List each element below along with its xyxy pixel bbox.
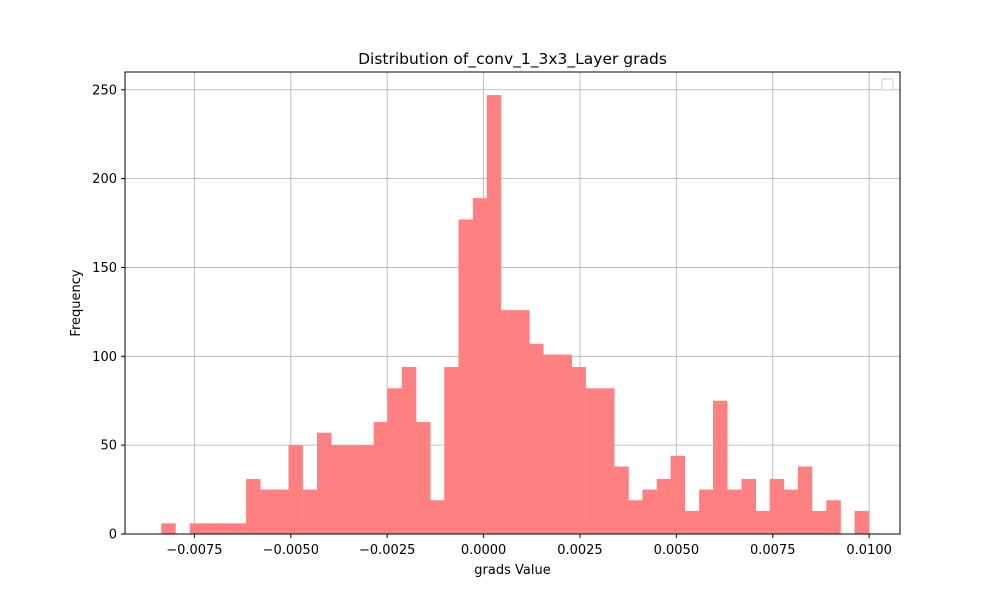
histogram-bar xyxy=(260,489,275,534)
histogram-bar xyxy=(387,388,403,534)
y-axis-label: Frequency xyxy=(69,269,84,336)
x-tick-label: 0.0050 xyxy=(654,543,700,558)
histogram-bar xyxy=(331,445,346,534)
histogram-bar xyxy=(444,366,459,534)
histogram-bar xyxy=(712,400,728,534)
histogram-bar xyxy=(656,478,672,534)
histogram-bar xyxy=(416,422,431,534)
histogram-bar xyxy=(670,455,686,534)
ticks-layer: −0.0075 −0.0050 −0.0025 0.0000 0.0025 0.0050 0… xyxy=(92,83,892,558)
histogram-bar xyxy=(500,310,516,534)
histogram-bar xyxy=(515,310,530,534)
histogram-bar xyxy=(755,510,770,534)
histogram-bar xyxy=(783,489,799,534)
histogram-bar xyxy=(302,489,318,534)
histogram-bar xyxy=(486,95,502,534)
y-tick-label: 50 xyxy=(100,439,117,454)
histogram-bar xyxy=(699,489,714,534)
histogram-bar xyxy=(557,354,573,534)
histogram-bar xyxy=(529,343,544,534)
histogram-bar xyxy=(401,366,417,534)
histogram-bar xyxy=(642,489,657,534)
axes-frame xyxy=(124,71,901,535)
histogram-bar xyxy=(373,422,389,534)
histogram-bar xyxy=(628,500,643,534)
histogram-bar xyxy=(203,523,219,534)
histogram-bar xyxy=(359,445,374,534)
histogram-bar xyxy=(288,445,303,534)
histogram-bar xyxy=(217,523,233,534)
x-tick-label: 0.0075 xyxy=(750,543,796,558)
y-tick-label: 250 xyxy=(92,83,117,98)
x-axis-label: grads Value xyxy=(474,563,550,578)
histogram-bar xyxy=(854,510,869,534)
histogram-bar xyxy=(232,523,247,534)
y-tick-label: 150 xyxy=(92,261,117,276)
histogram-bar xyxy=(458,219,473,534)
y-tick-label: 0 xyxy=(109,528,117,543)
x-tick-label: 0.0100 xyxy=(846,543,892,558)
histogram-bar xyxy=(812,510,827,534)
histogram-bar xyxy=(189,523,205,534)
x-tick-label: 0.0025 xyxy=(557,543,603,558)
histogram-bar xyxy=(826,500,841,534)
legend-box xyxy=(881,78,894,91)
histogram-bar xyxy=(161,523,176,534)
histogram-bar xyxy=(797,466,813,534)
histogram-bar xyxy=(317,432,332,534)
histogram-bar xyxy=(246,478,261,534)
y-tick-label: 100 xyxy=(92,350,117,365)
bars-layer xyxy=(161,95,869,534)
histogram-bar xyxy=(741,478,756,534)
histogram-bar xyxy=(472,198,488,534)
histogram-bar xyxy=(684,510,700,534)
histogram-bar xyxy=(571,366,586,534)
histogram-bar xyxy=(614,466,629,534)
x-tick-label: 0.0000 xyxy=(461,543,507,558)
x-tick-label: −0.0025 xyxy=(359,543,415,558)
legend xyxy=(881,78,894,91)
histogram-bar xyxy=(429,500,445,534)
histogram-bar xyxy=(585,388,601,534)
histogram-bar xyxy=(600,388,615,534)
histogram-bar xyxy=(345,445,360,534)
histogram-bar xyxy=(274,489,290,534)
histogram-bar xyxy=(727,489,742,534)
chart-title: Distribution of_conv_1_3x3_Layer grads xyxy=(358,50,667,69)
x-tick-label: −0.0075 xyxy=(166,543,222,558)
x-tick-label: −0.0050 xyxy=(263,543,319,558)
y-tick-label: 200 xyxy=(92,172,117,187)
histogram-bar xyxy=(543,354,558,534)
histogram-bar xyxy=(769,478,785,534)
